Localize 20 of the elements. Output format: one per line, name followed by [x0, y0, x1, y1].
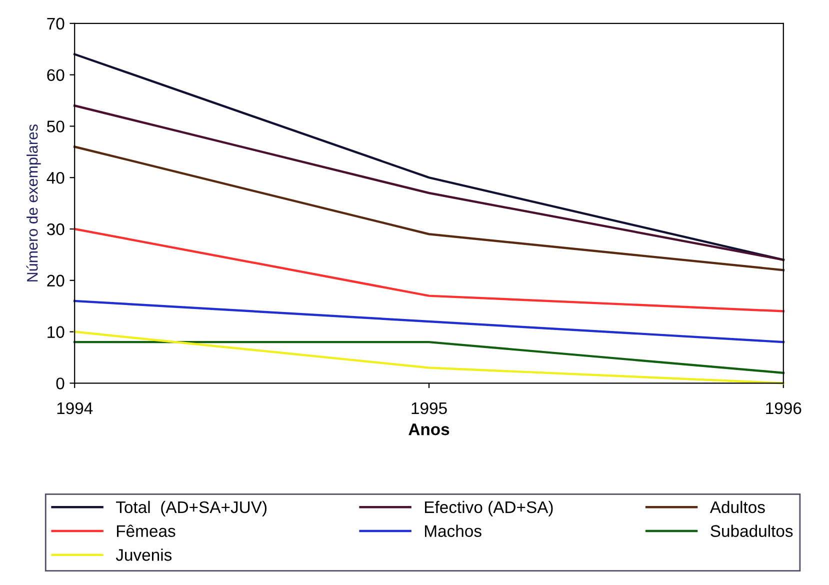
legend-label: Adultos	[710, 500, 765, 514]
x-tick-label: 1995	[412, 402, 447, 414]
y-tick-label: 0	[56, 378, 64, 390]
legend-label: Efectivo (AD+SA)	[425, 500, 553, 516]
legend-label: Total (AD+SA+JUV)	[116, 500, 266, 516]
legend-label: Fêmeas	[117, 524, 176, 537]
y-tick-label: 40	[46, 172, 64, 184]
legend-label: Machos	[425, 524, 482, 537]
y-tick-label: 50	[47, 120, 64, 132]
y-tick-label: 70	[47, 18, 64, 30]
y-axis-title: Número de exemplares	[26, 124, 41, 282]
y-tick-label: 10	[48, 326, 64, 338]
y-tick-label: 60	[47, 69, 64, 81]
x-tick-label: 1996	[766, 402, 802, 414]
x-axis-title: Anos	[408, 424, 450, 436]
y-tick-label: 30	[46, 223, 64, 236]
x-tick-label: 1994	[57, 402, 93, 414]
legend-label: Subadultos	[710, 524, 793, 537]
y-tick-label: 20	[47, 274, 64, 287]
legend-label: Juvenis	[116, 548, 172, 561]
